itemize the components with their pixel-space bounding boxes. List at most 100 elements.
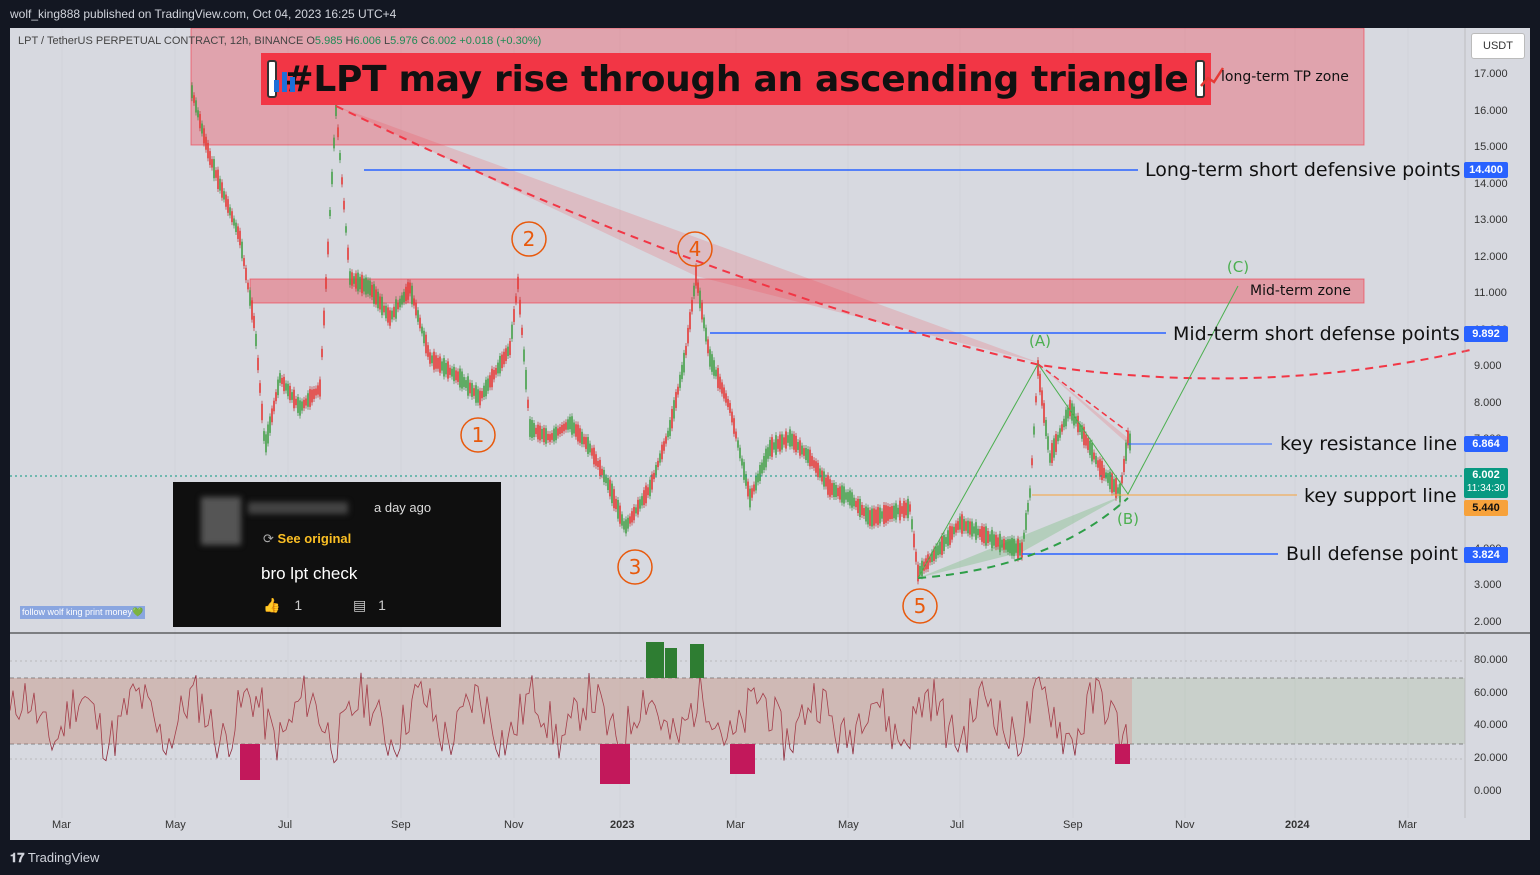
candle bbox=[669, 417, 671, 439]
chart-frame[interactable]: 1 2 3 4 5 (A) (B) (C) LPT / TetherUS PERPETUAL … bbox=[10, 28, 1530, 840]
blurred-avatar bbox=[201, 497, 241, 545]
candle bbox=[393, 303, 395, 321]
see-original-link[interactable]: ⟳ See original bbox=[263, 531, 351, 547]
candle bbox=[1109, 468, 1111, 493]
candle bbox=[1093, 449, 1095, 463]
like-button[interactable]: 👍 1 bbox=[263, 597, 302, 614]
candle bbox=[277, 376, 279, 399]
candle bbox=[193, 92, 195, 106]
candle bbox=[1035, 393, 1037, 406]
dashed-resistance-curve bbox=[335, 105, 1471, 380]
candle bbox=[615, 495, 617, 513]
candle bbox=[245, 264, 247, 284]
candle bbox=[383, 302, 385, 316]
candle bbox=[351, 269, 353, 289]
candle bbox=[815, 458, 817, 476]
candle bbox=[1029, 485, 1031, 501]
candle bbox=[367, 277, 369, 297]
candle bbox=[223, 188, 225, 203]
rsi-oversold-fill bbox=[600, 744, 630, 784]
candle bbox=[757, 470, 759, 486]
reply-button[interactable]: ▤ 1 bbox=[353, 597, 386, 614]
rsi-oversold-fill bbox=[730, 744, 755, 774]
candle bbox=[369, 277, 371, 299]
time-axis-label: Nov bbox=[1175, 819, 1195, 831]
candle bbox=[937, 542, 939, 559]
candle bbox=[491, 365, 493, 391]
candle bbox=[813, 457, 815, 471]
symbol-name: LPT / TetherUS PERPETUAL CONTRACT, 12h, … bbox=[18, 35, 304, 47]
candle bbox=[431, 352, 433, 367]
candle bbox=[953, 523, 955, 538]
candle bbox=[853, 494, 855, 510]
candle bbox=[1091, 439, 1093, 465]
rsi-oversold-fill bbox=[240, 744, 260, 780]
candle bbox=[265, 431, 267, 456]
candle bbox=[649, 476, 651, 500]
abc-label: (A) bbox=[1029, 332, 1051, 350]
candle bbox=[945, 534, 947, 547]
close-value: 6.002 bbox=[428, 35, 457, 47]
candle bbox=[537, 421, 539, 443]
candle bbox=[873, 505, 875, 529]
candle bbox=[977, 525, 979, 539]
candle bbox=[765, 445, 767, 471]
candle bbox=[487, 375, 489, 394]
candle bbox=[979, 526, 981, 540]
candle bbox=[655, 461, 657, 479]
candle bbox=[327, 238, 329, 258]
candle bbox=[493, 366, 495, 383]
candle bbox=[651, 471, 653, 493]
candle bbox=[751, 485, 753, 501]
candle bbox=[947, 527, 949, 549]
candle bbox=[995, 531, 997, 551]
rsi-axis-label: 0.000 bbox=[1474, 784, 1502, 797]
high-label: H bbox=[345, 35, 354, 47]
candle bbox=[1107, 470, 1109, 486]
candle bbox=[1039, 370, 1041, 396]
candle bbox=[267, 421, 269, 447]
candle bbox=[705, 324, 707, 345]
footer[interactable]: 𝟏𝟕 TradingView bbox=[0, 840, 1540, 875]
price-axis-label: 11.000 bbox=[1474, 287, 1507, 299]
candle bbox=[597, 457, 599, 471]
candle bbox=[797, 439, 799, 453]
candle bbox=[395, 296, 397, 322]
candle bbox=[505, 345, 507, 365]
candle bbox=[701, 299, 703, 323]
candle bbox=[889, 503, 891, 523]
candle bbox=[731, 408, 733, 426]
candle bbox=[723, 384, 725, 402]
wave-label: 3 bbox=[629, 555, 642, 579]
dashed-support-curve bbox=[917, 497, 1129, 579]
candle bbox=[233, 215, 235, 229]
candle bbox=[293, 386, 295, 412]
candle bbox=[467, 373, 469, 399]
candle bbox=[817, 459, 819, 481]
close-label: C bbox=[420, 35, 429, 47]
candle bbox=[609, 476, 611, 500]
candle bbox=[215, 167, 217, 181]
candle bbox=[1021, 539, 1023, 561]
candle bbox=[1079, 420, 1081, 436]
currency-button[interactable]: USDT bbox=[1471, 33, 1525, 59]
candle bbox=[629, 513, 631, 527]
mid-term-short-label: Mid-term short defense points bbox=[1173, 323, 1460, 345]
candle bbox=[785, 428, 787, 452]
candle bbox=[501, 351, 503, 372]
candle bbox=[457, 368, 459, 385]
candle bbox=[465, 377, 467, 391]
candle bbox=[259, 380, 261, 396]
candle bbox=[225, 191, 227, 210]
candle bbox=[1019, 540, 1021, 559]
candle bbox=[585, 434, 587, 452]
candle bbox=[375, 286, 377, 308]
candle bbox=[391, 307, 393, 323]
candle bbox=[323, 307, 325, 329]
candle bbox=[307, 390, 309, 410]
candle bbox=[385, 302, 387, 322]
candle bbox=[209, 148, 211, 168]
candle bbox=[515, 293, 517, 306]
candle bbox=[371, 281, 373, 301]
candle bbox=[357, 269, 359, 295]
